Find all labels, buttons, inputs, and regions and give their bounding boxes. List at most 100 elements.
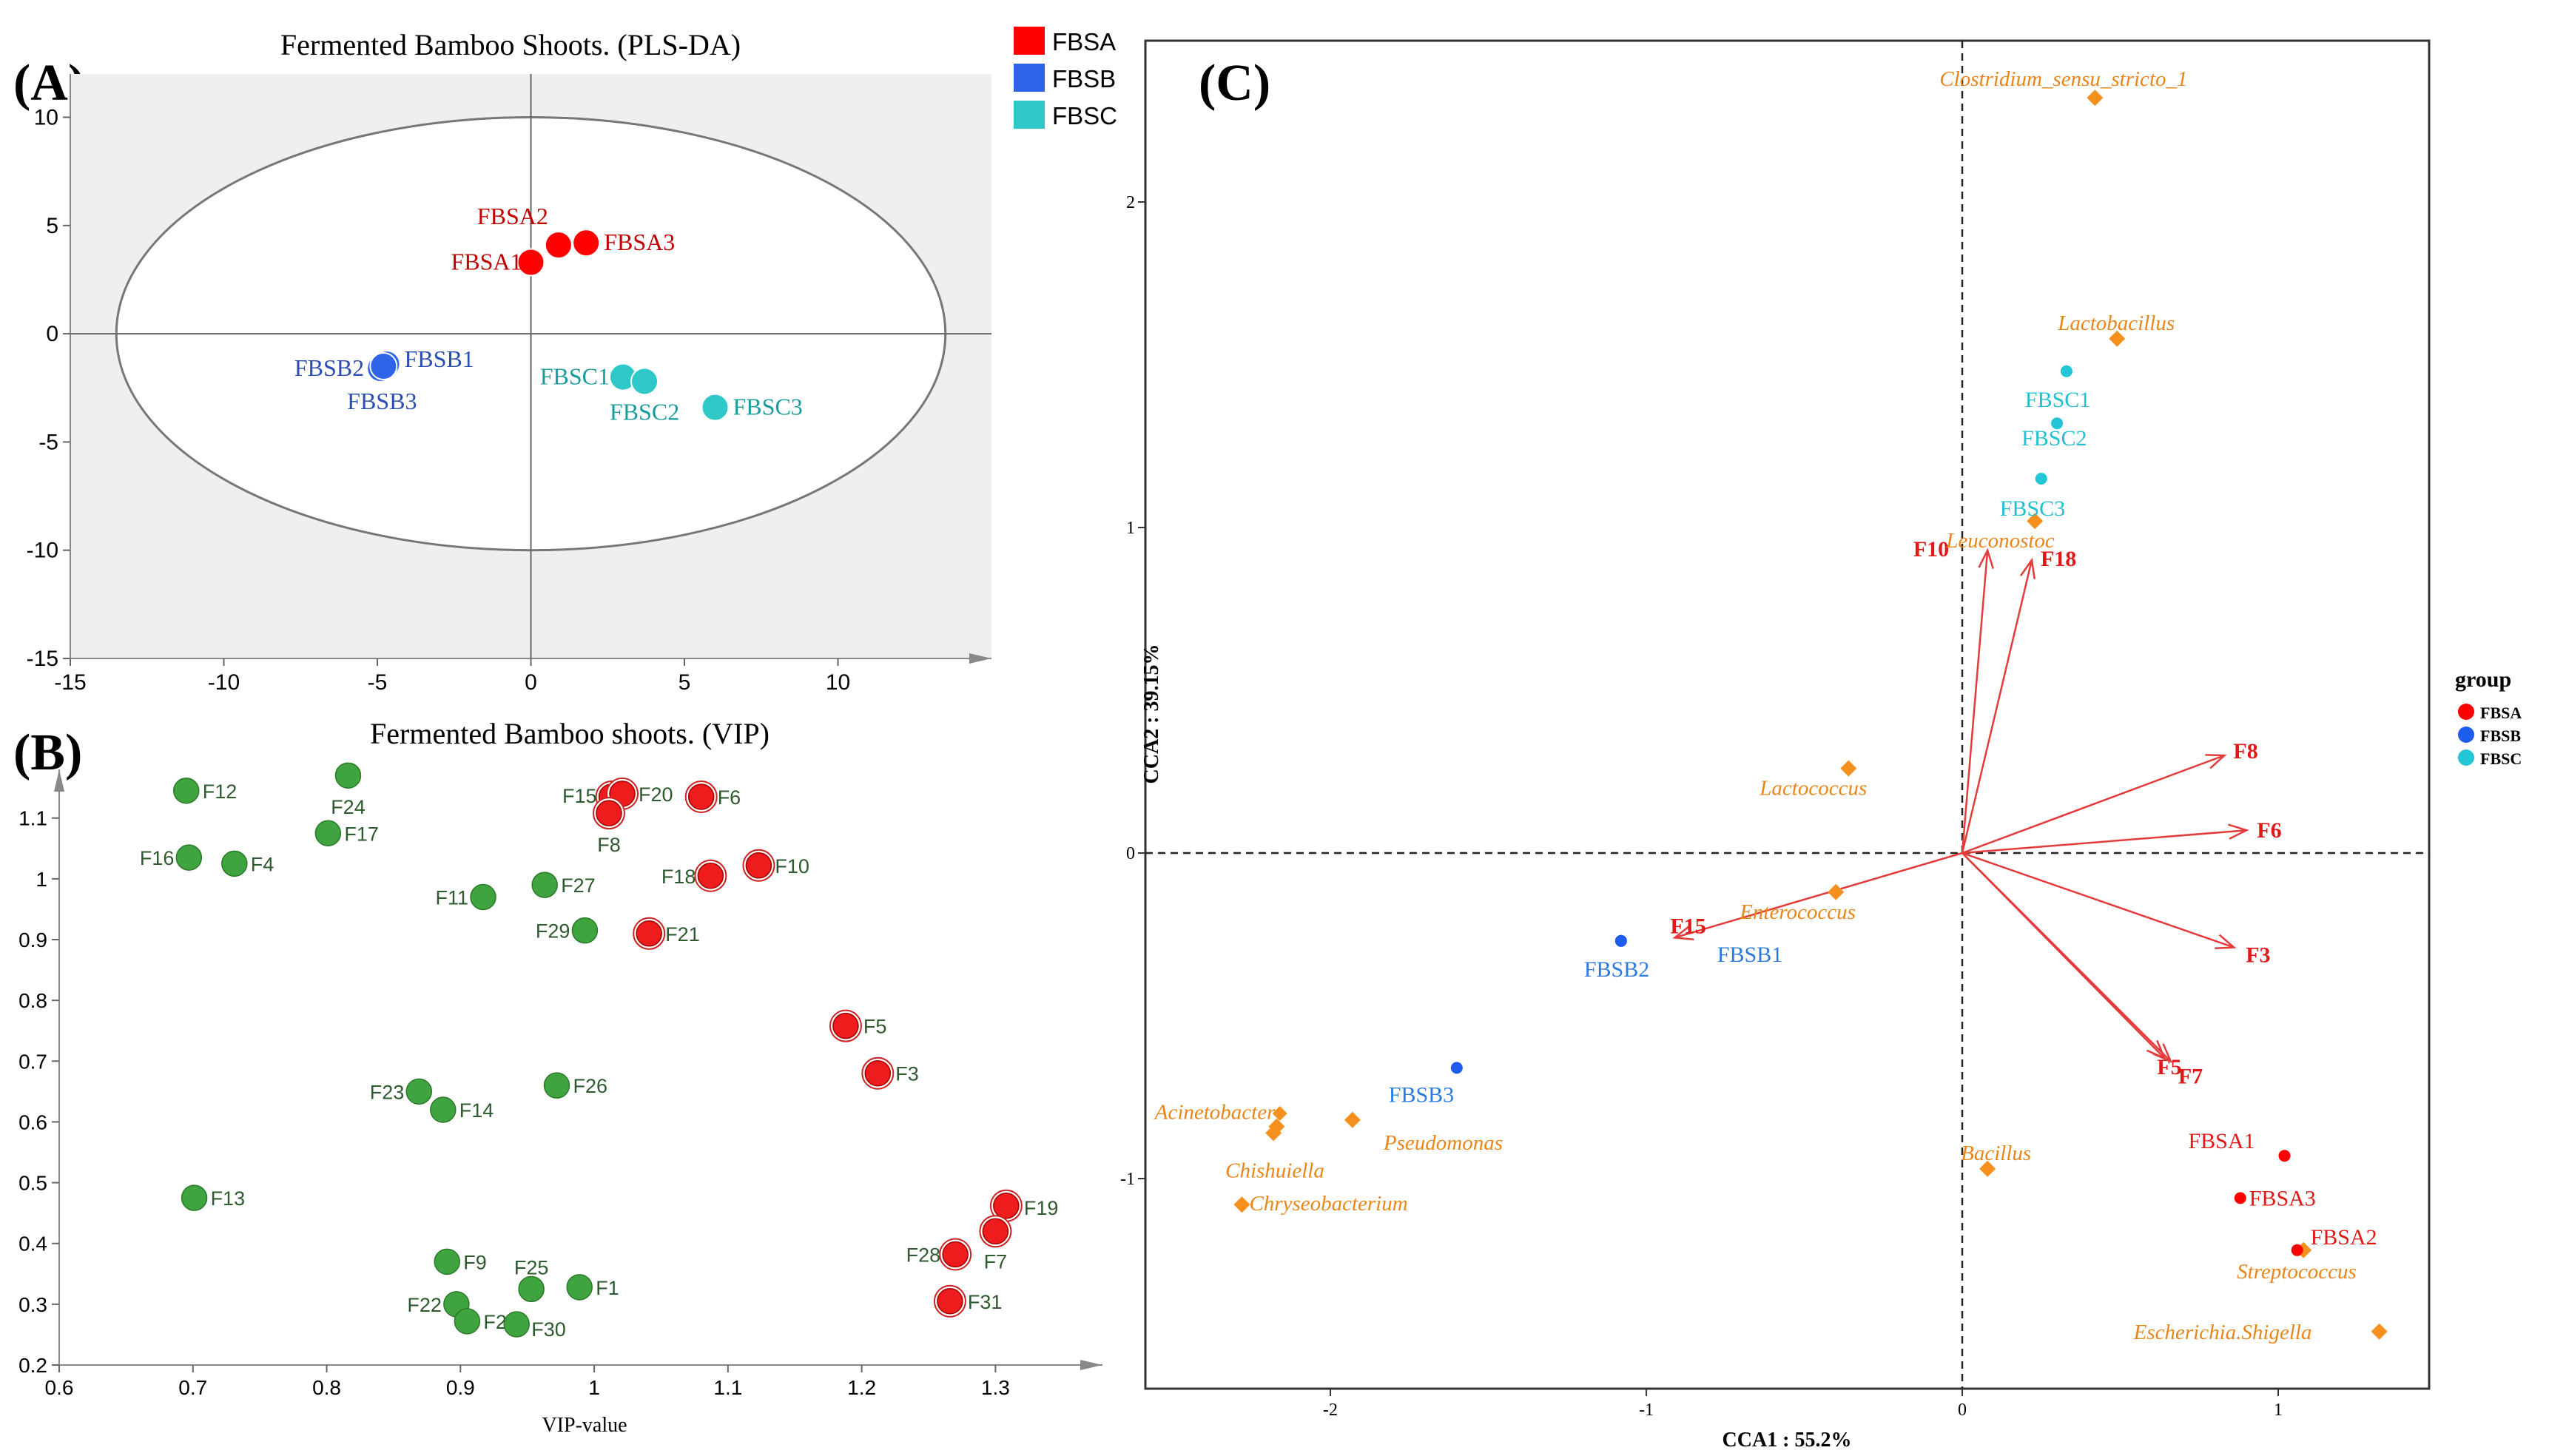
genus-label-leuconostoc: Leuconostoc <box>1945 529 2055 553</box>
vip-point-label-f1: F1 <box>596 1277 619 1299</box>
panel-b-label: (B) <box>13 724 82 781</box>
vip-point-label-f6: F6 <box>718 786 741 809</box>
vip-point-f25 <box>518 1275 545 1303</box>
sample-label-fbsc2: FBSC2 <box>2021 426 2087 451</box>
vip-point-f10 <box>745 852 772 879</box>
vip-point-f26 <box>543 1072 570 1099</box>
vip-point-f17 <box>314 820 342 846</box>
vip-point-label-f25: F25 <box>514 1256 549 1278</box>
sample-fbsa1 <box>2278 1150 2291 1162</box>
vip-point-f30 <box>503 1311 530 1338</box>
point-fbsa1 <box>516 248 545 277</box>
genus-marker-pseudomonas <box>1344 1111 1361 1128</box>
genus-marker-enterococcus <box>1828 883 1845 900</box>
vip-point-label-f11: F11 <box>436 887 469 909</box>
vip-point-f6 <box>687 783 715 810</box>
vip-point-label-f14: F14 <box>459 1099 494 1122</box>
vip-point-label-f13: F13 <box>211 1187 246 1210</box>
vip-point-label-f31: F31 <box>968 1291 1003 1313</box>
vip-point-f14 <box>430 1096 457 1123</box>
panel-a-x-tick-label: -15 <box>54 670 86 695</box>
panel-c-zero-lines <box>1145 41 2429 1389</box>
genus-label-acinetobacter: Acinetobacter <box>1154 1101 1276 1125</box>
panel-b-y-tick-label: 0.4 <box>18 1233 47 1256</box>
genus-marker-chryseobacterium <box>1233 1196 1250 1213</box>
panel-a-y-tick-label: -10 <box>27 539 58 563</box>
vector-arrowhead-f15 <box>1672 925 1694 941</box>
vip-point-label-f28: F28 <box>906 1244 941 1267</box>
vip-point-label-f5: F5 <box>863 1016 887 1038</box>
panel-b-x-tick-label: 1.2 <box>847 1376 876 1399</box>
vip-point-f23 <box>405 1078 433 1105</box>
panel-b-x-tick-label: 0.6 <box>45 1376 74 1399</box>
panel-c-x-tick-label: 0 <box>1958 1401 1967 1420</box>
vip-point-f4 <box>221 850 248 877</box>
panel-a-legend: FBSA FBSB FBSC <box>1014 27 1117 129</box>
vip-point-label-f16: F16 <box>140 847 175 869</box>
vip-point-label-f30: F30 <box>531 1318 566 1341</box>
vip-point-label-f4: F4 <box>251 853 275 875</box>
panel-b-y-tick-label: 0.2 <box>18 1354 47 1377</box>
legend-label-fbsb: FBSB <box>2480 727 2521 745</box>
panel-a-x-tick-label: -10 <box>208 670 240 695</box>
panel-b-x-axis-label: VIP-value <box>542 1414 627 1437</box>
genus-marker-bacillus <box>1979 1160 1996 1177</box>
point-fbsc3 <box>701 393 730 422</box>
vip-point-f24 <box>334 762 362 789</box>
vector-label-f18: F18 <box>2041 547 2076 571</box>
panel-c-y-tick-label: 0 <box>1126 844 1135 863</box>
vip-point-f18 <box>697 863 724 889</box>
vector-arrowhead-f3 <box>2215 934 2237 950</box>
vector-line-f18 <box>1961 559 2033 854</box>
vector-label-f6: F6 <box>2257 818 2281 843</box>
genus-marker-leuconostoc <box>2027 513 2044 530</box>
panel-a-y-tick-label: 5 <box>46 214 58 238</box>
sample-label-fbsb3: FBSB3 <box>1389 1082 1454 1107</box>
panel-a-x-tick-label: -5 <box>368 670 388 695</box>
sample-fbsb2 <box>1614 934 1627 947</box>
vip-point-f1 <box>566 1274 593 1301</box>
legend-swatch-fbsb <box>1014 64 1045 92</box>
panel-b-x-axis-arrow <box>1080 1360 1102 1370</box>
point-label-fbsa3: FBSA3 <box>604 229 675 255</box>
panel-b-y-tick-label: 0.8 <box>18 989 47 1012</box>
vip-point-f12 <box>172 778 200 804</box>
vip-point-f27 <box>531 872 558 898</box>
panel-c-legend: group FBSA FBSB FBSC <box>2455 667 2522 768</box>
panel-a-y-tick-label: -15 <box>27 647 58 671</box>
panel-b-y-tick-label: 1.1 <box>18 807 47 830</box>
panel-b-y-tick-label: 0.3 <box>18 1293 47 1316</box>
sample-label-fbsb1: FBSB1 <box>1717 943 1782 967</box>
vip-point-label-f24: F24 <box>331 796 366 818</box>
panel-b-y-tick-label: 0.9 <box>18 928 47 951</box>
vip-point-label-f8: F8 <box>597 834 621 856</box>
vip-point-f29 <box>571 917 599 944</box>
vector-arrowhead-f10 <box>1978 547 1994 570</box>
panel-a-x-tick-label: 5 <box>679 670 691 695</box>
vector-line-f8 <box>1962 754 2225 855</box>
vip-point-label-f27: F27 <box>561 874 596 897</box>
panel-a-x-tick-label: 0 <box>525 670 537 695</box>
vector-line-f3 <box>1962 852 2235 948</box>
panel-c-label: (C) <box>1199 55 1270 112</box>
point-label-fbsc1: FBSC1 <box>540 363 610 390</box>
vip-point-f28 <box>942 1241 969 1268</box>
panel-b-axes <box>54 769 1102 1370</box>
genus-label-pseudomonas: Pseudomonas <box>1383 1131 1503 1155</box>
point-fbsa3 <box>572 229 601 257</box>
vip-point-f11 <box>470 883 496 911</box>
panel-b-y-tick-label: 0.7 <box>18 1050 47 1073</box>
panel-a-ticks: -15 -10 -5 0 5 10 10 5 0 -5 -10 -15 <box>27 106 851 695</box>
vector-arrowhead-f18 <box>2019 557 2036 579</box>
sample-fbsc2 <box>2051 417 2064 430</box>
panel-a-y-tick-label: 10 <box>34 106 58 130</box>
sample-fbsa3 <box>2234 1192 2246 1204</box>
sample-fbsa2 <box>2291 1244 2303 1256</box>
vector-arrowhead-f7 <box>2152 1043 2173 1063</box>
panel-c-y-tick-label: 2 <box>1126 193 1135 212</box>
vector-line-f7 <box>1962 852 2172 1062</box>
legend-swatch-fbsc <box>1014 101 1045 129</box>
panel-c-y-tick-label: 1 <box>1126 519 1135 538</box>
